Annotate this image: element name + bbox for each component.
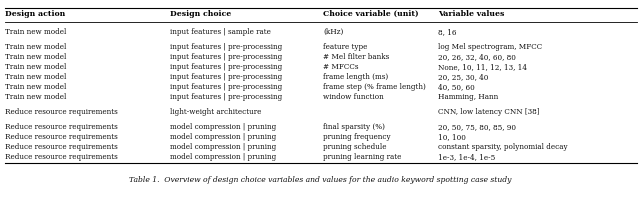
Text: input features | pre-processing: input features | pre-processing bbox=[170, 93, 282, 101]
Text: Reduce resource requirements: Reduce resource requirements bbox=[5, 123, 118, 131]
Text: 20, 50, 75, 80, 85, 90: 20, 50, 75, 80, 85, 90 bbox=[438, 123, 516, 131]
Text: Design choice: Design choice bbox=[170, 10, 231, 18]
Text: Train new model: Train new model bbox=[5, 73, 67, 81]
Text: Table 1.  Overview of design choice variables and values for the audio keyword s: Table 1. Overview of design choice varia… bbox=[129, 175, 511, 183]
Text: log Mel spectrogram, MFCC: log Mel spectrogram, MFCC bbox=[438, 43, 543, 51]
Text: input features | pre-processing: input features | pre-processing bbox=[170, 63, 282, 71]
Text: Reduce resource requirements: Reduce resource requirements bbox=[5, 108, 118, 116]
Text: input features | pre-processing: input features | pre-processing bbox=[170, 73, 282, 81]
Text: model compression | pruning: model compression | pruning bbox=[170, 153, 276, 161]
Text: # MFCCs: # MFCCs bbox=[323, 63, 358, 71]
Text: Design action: Design action bbox=[5, 10, 65, 18]
Text: 8, 16: 8, 16 bbox=[438, 28, 457, 36]
Text: 40, 50, 60: 40, 50, 60 bbox=[438, 83, 475, 91]
Text: window function: window function bbox=[323, 93, 384, 101]
Text: model compression | pruning: model compression | pruning bbox=[170, 133, 276, 141]
Text: Train new model: Train new model bbox=[5, 93, 67, 101]
Text: Train new model: Train new model bbox=[5, 53, 67, 61]
Text: input features | pre-processing: input features | pre-processing bbox=[170, 43, 282, 51]
Text: pruning schedule: pruning schedule bbox=[323, 143, 387, 151]
Text: Reduce resource requirements: Reduce resource requirements bbox=[5, 143, 118, 151]
Text: CNN, low latency CNN [38]: CNN, low latency CNN [38] bbox=[438, 108, 540, 116]
Text: Hamming, Hann: Hamming, Hann bbox=[438, 93, 499, 101]
Text: input features | pre-processing: input features | pre-processing bbox=[170, 83, 282, 91]
Text: 10, 100: 10, 100 bbox=[438, 133, 467, 141]
Text: input features | pre-processing: input features | pre-processing bbox=[170, 53, 282, 61]
Text: input features | sample rate: input features | sample rate bbox=[170, 28, 271, 36]
Text: Train new model: Train new model bbox=[5, 63, 67, 71]
Text: pruning learning rate: pruning learning rate bbox=[323, 153, 401, 161]
Text: Train new model: Train new model bbox=[5, 43, 67, 51]
Text: None, 10, 11, 12, 13, 14: None, 10, 11, 12, 13, 14 bbox=[438, 63, 527, 71]
Text: model compression | pruning: model compression | pruning bbox=[170, 143, 276, 151]
Text: frame length (ms): frame length (ms) bbox=[323, 73, 388, 81]
Text: light-weight architecture: light-weight architecture bbox=[170, 108, 261, 116]
Text: Reduce resource requirements: Reduce resource requirements bbox=[5, 133, 118, 141]
Text: Train new model: Train new model bbox=[5, 28, 67, 36]
Text: 20, 25, 30, 40: 20, 25, 30, 40 bbox=[438, 73, 489, 81]
Text: final sparsity (%): final sparsity (%) bbox=[323, 123, 385, 131]
Text: frame step (% frame length): frame step (% frame length) bbox=[323, 83, 426, 91]
Text: Train new model: Train new model bbox=[5, 83, 67, 91]
Text: Reduce resource requirements: Reduce resource requirements bbox=[5, 153, 118, 161]
Text: Choice variable (unit): Choice variable (unit) bbox=[323, 10, 419, 18]
Text: (kHz): (kHz) bbox=[323, 28, 344, 36]
Text: model compression | pruning: model compression | pruning bbox=[170, 123, 276, 131]
Text: feature type: feature type bbox=[323, 43, 367, 51]
Text: pruning frequency: pruning frequency bbox=[323, 133, 391, 141]
Text: 1e-3, 1e-4, 1e-5: 1e-3, 1e-4, 1e-5 bbox=[438, 153, 495, 161]
Text: # Mel filter banks: # Mel filter banks bbox=[323, 53, 390, 61]
Text: 20, 26, 32, 40, 60, 80: 20, 26, 32, 40, 60, 80 bbox=[438, 53, 516, 61]
Text: constant sparsity, polynomial decay: constant sparsity, polynomial decay bbox=[438, 143, 568, 151]
Text: Variable values: Variable values bbox=[438, 10, 505, 18]
